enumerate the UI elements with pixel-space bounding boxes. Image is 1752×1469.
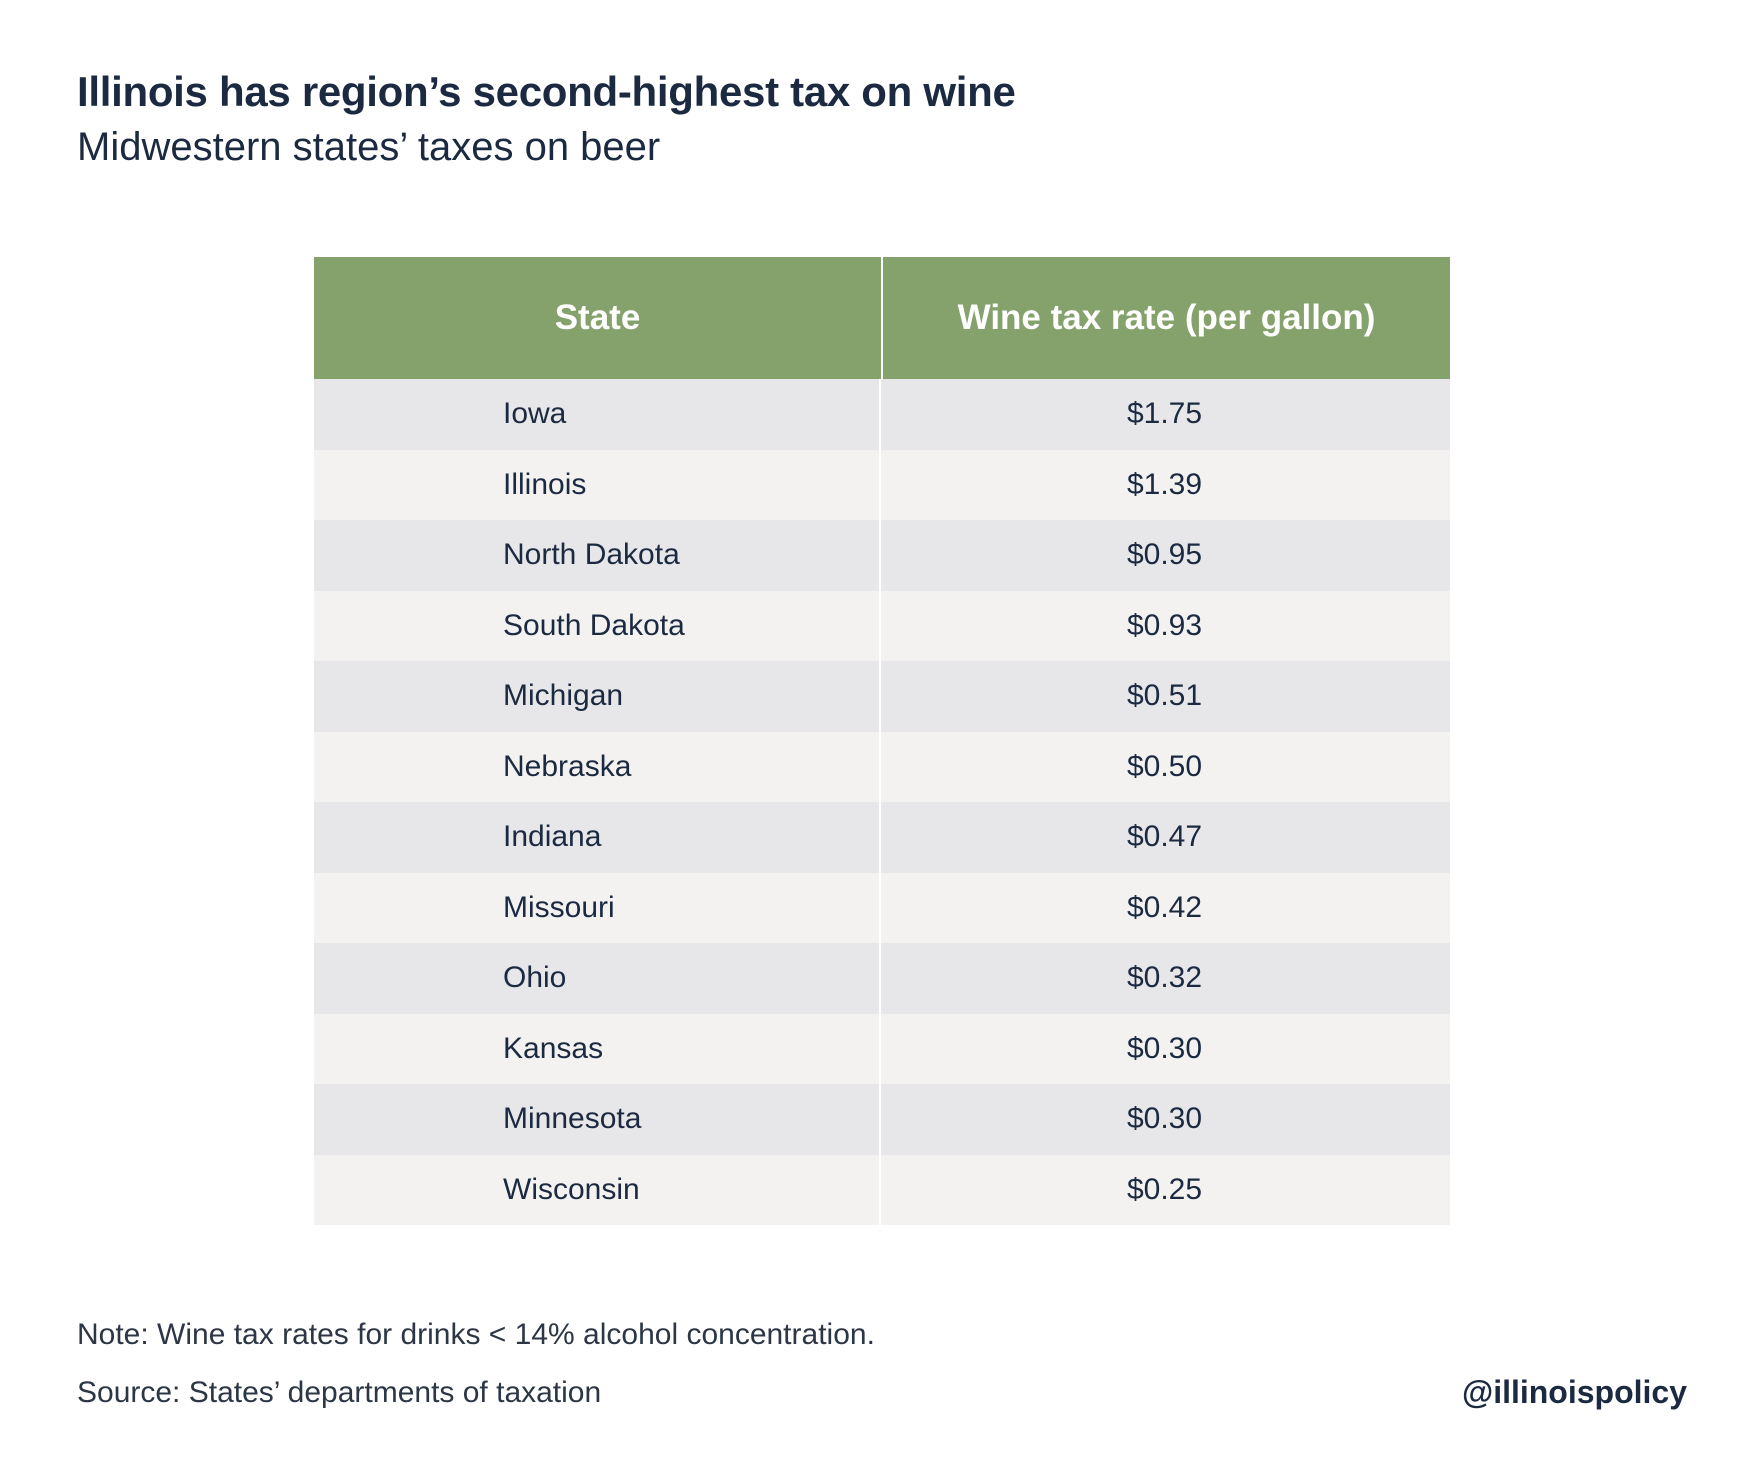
cell-state: Minnesota: [314, 1084, 881, 1155]
cell-rate: $0.50: [1126, 749, 1203, 783]
chart-subtitle: Midwestern states’ taxes on beer: [77, 125, 661, 169]
cell-state: Wisconsin: [314, 1154, 881, 1225]
table-row: Minnesota $0.30: [314, 1084, 1450, 1155]
table-row: Illinois $1.39: [314, 449, 1450, 520]
cell-rate: $0.93: [1126, 608, 1203, 642]
cell-rate: $0.25: [1126, 1172, 1203, 1206]
table-row: Michigan $0.51: [314, 661, 1450, 732]
cell-rate: $1.39: [1126, 467, 1203, 501]
cell-rate: $0.30: [1126, 1031, 1203, 1065]
cell-state: Kansas: [314, 1013, 881, 1084]
cell-rate: $0.30: [1126, 1102, 1203, 1136]
cell-state: Indiana: [314, 802, 881, 873]
tax-table: State Wine tax rate (per gallon) Iowa $1.…: [314, 257, 1450, 1225]
cell-state: Illinois: [314, 449, 881, 520]
cell-rate: $1.75: [1126, 397, 1203, 431]
header-wine-tax-rate: Wine tax rate (per gallon): [957, 298, 1376, 337]
table-row: Nebraska $0.50: [314, 731, 1450, 802]
table-row: Ohio $0.32: [314, 943, 1450, 1014]
table-row: Indiana $0.47: [314, 802, 1450, 873]
table-row: Missouri $0.42: [314, 872, 1450, 943]
table-row: Wisconsin $0.25: [314, 1154, 1450, 1225]
table-row: South Dakota $0.93: [314, 590, 1450, 661]
chart-title: Illinois has region’s second-highest tax…: [77, 68, 1016, 115]
cell-rate: $0.47: [1126, 820, 1203, 854]
table-body: Iowa $1.75 Illinois $1.39 North Dakota $0.95 S…: [314, 379, 1450, 1225]
cell-state: Nebraska: [314, 731, 881, 802]
header-state: State: [314, 257, 883, 379]
table-row: North Dakota $0.95: [314, 520, 1450, 591]
footnote: Note: Wine tax rates for drinks < 14% al…: [77, 1318, 875, 1351]
table-row: Kansas $0.30: [314, 1013, 1450, 1084]
cell-state: Missouri: [314, 872, 881, 943]
cell-state: Michigan: [314, 661, 881, 732]
brand-handle: @illinoispolicy: [1461, 1374, 1687, 1410]
cell-state: North Dakota: [314, 520, 881, 591]
cell-rate: $0.42: [1126, 890, 1203, 924]
cell-state: Ohio: [314, 943, 881, 1014]
cell-state: South Dakota: [314, 590, 881, 661]
table-header: State Wine tax rate (per gallon): [314, 257, 1450, 379]
source-line: Source: States’ departments of taxation: [77, 1376, 602, 1409]
cell-rate: $0.51: [1126, 679, 1203, 713]
cell-rate: $0.95: [1126, 538, 1203, 572]
cell-rate: $0.32: [1126, 961, 1203, 995]
cell-state: Iowa: [314, 379, 881, 450]
table-row: Iowa $1.75: [314, 379, 1450, 450]
